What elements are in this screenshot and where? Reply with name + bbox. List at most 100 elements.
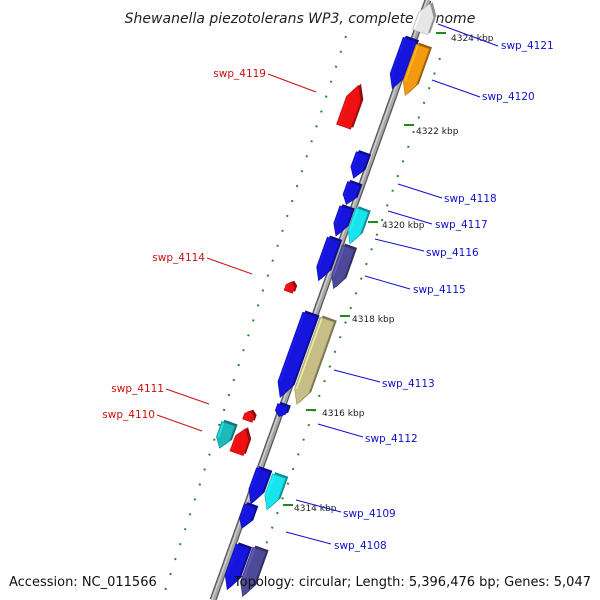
track-dot [386,204,389,207]
gene-blue-1[interactable] [389,35,419,90]
gene-label-swp-4115[interactable]: swp_4115 [413,284,466,296]
track-dot [252,319,255,322]
gene-blue-3[interactable] [333,204,355,237]
gene-swp-4109[interactable] [264,472,289,511]
track-dot [375,233,379,236]
gene-blue-4-face [277,311,318,399]
gene-blue-2-highlight [344,182,350,196]
gene-swp-4110[interactable] [229,427,252,456]
track-dot [193,498,197,501]
genome-backbone [209,0,432,600]
gene-blue-4[interactable] [277,310,320,399]
gene-swp-4121-highlight [413,12,422,30]
gene-blue-6[interactable] [239,502,259,529]
gene-swp-4114[interactable] [283,280,298,294]
track-dot [323,379,326,383]
gene-blue-3-highlight [334,207,343,225]
track-dot [261,289,265,292]
track-dot [438,57,441,61]
gene-swp-4119-face [336,84,362,130]
track-dot [396,174,400,178]
track-dot [422,101,426,105]
gene-swp-4113[interactable] [294,315,337,406]
gene-swp-4118-highlight [351,152,359,168]
gene-swp-4112[interactable] [274,401,291,417]
forward-gene-labels: swp_4121 swp_4120 swp_4118 swp_4117 swp_… [285,23,554,552]
gene-swp-4111[interactable] [242,409,257,423]
ruler-label-4322: 4322 kbp [416,127,459,137]
reverse-gene-labels: swp_4119 swp_4114 swp_4111 swp_4110 [102,68,317,432]
gene-label-swp-4110[interactable]: swp_4110 [102,409,155,421]
track-dot [271,259,274,262]
track-dot [344,321,347,324]
gene-swp-4120[interactable] [402,42,432,97]
ruler-label-4324: 4324 kbp [451,34,494,44]
gene-swp-4115-face [331,244,355,290]
gene-blue-3-face [333,205,353,237]
track-dot [320,110,323,113]
track-dot [164,587,167,591]
gene-swp-4110-highlight [231,436,239,451]
gene-label-swp-4108[interactable]: swp_4108 [334,540,387,552]
gene-swp-4116[interactable] [316,235,343,282]
gene-blue-1-highlight [391,38,406,75]
track-dot [266,274,270,277]
track-dot [179,542,182,546]
gene-swp-4113-highlight [295,318,323,390]
gene-swp-4115[interactable] [331,243,358,290]
track-dot [247,334,250,337]
track-dot [380,218,384,222]
gene-swp-4119[interactable] [336,83,364,130]
track-dot [265,541,269,544]
track-dot [286,482,290,485]
gene-swp-4108[interactable] [240,545,269,598]
gene-label-swp-4111[interactable]: swp_4111 [111,383,164,395]
gene-teal-highlight [217,422,225,438]
gene-blue-2[interactable] [342,179,363,205]
track-dot [174,557,177,561]
gene-blue-6-face [239,503,257,529]
track-dot [169,572,172,576]
gene-swp-4121-face [412,3,435,36]
gene-swp-4114-highlight [285,284,289,291]
gene-swp-4114-face [283,281,295,294]
track-dot [183,527,187,531]
track-dot [232,378,236,382]
ruler-label-4320: 4320 kbp [382,221,425,231]
gene-features [216,2,437,598]
gene-label-swp-4109[interactable]: swp_4109 [343,508,396,520]
gene-blue-5[interactable] [248,466,273,505]
gene-swp-4118[interactable] [350,150,372,179]
track-dot [198,483,202,486]
gene-label-swp-4114[interactable]: swp_4114 [152,252,205,264]
track-dot [401,160,405,163]
gene-swp-4117-face [347,207,369,245]
track-dot [339,50,343,54]
track-dot [208,453,211,456]
track-dot [222,408,226,412]
track-dot [188,513,192,516]
gene-label-swp-4118[interactable]: swp_4118 [444,193,497,205]
track-dot [349,306,352,310]
gene-swp-4119-highlight [337,96,350,125]
gene-blue-7[interactable] [224,542,252,591]
track-dot [203,468,206,471]
gene-label-swp-4113[interactable]: swp_4113 [382,378,435,390]
gene-label-swp-4116[interactable]: swp_4116 [426,247,479,259]
track-dot [305,155,309,158]
gene-swp-4116-face [316,236,340,282]
gene-label-swp-4119[interactable]: swp_4119 [213,68,266,80]
map-title: Shewanella piezotolerans WP3, complete g… [125,11,476,27]
gene-swp-4116-highlight [317,238,330,268]
gene-label-swp-4117[interactable]: swp_4117 [435,219,488,231]
gene-swp-4120-face [402,43,430,97]
gene-swp-4117[interactable] [347,206,371,245]
gene-teal[interactable] [216,419,238,449]
gene-blue-4-highlight [279,313,306,383]
track-dot [276,244,279,248]
gene-label-swp-4112[interactable]: swp_4112 [365,433,418,445]
gene-label-swp-4120[interactable]: swp_4120 [482,91,535,103]
gene-swp-4121[interactable] [412,2,437,36]
gene-label-swp-4121[interactable]: swp_4121 [501,40,554,52]
track-dot [334,65,338,68]
